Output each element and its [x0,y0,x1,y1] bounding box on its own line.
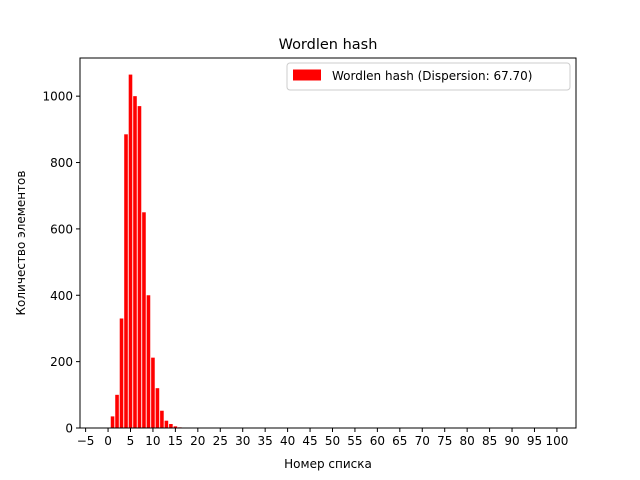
x-tick-label: 90 [504,434,519,448]
x-axis-title: Номер списка [284,457,372,471]
x-tick-label: 30 [235,434,250,448]
y-tick-label: 0 [65,422,73,436]
legend-label: Wordlen hash (Dispersion: 67.70) [332,69,532,83]
plot-frame [79,57,577,429]
x-tick-label: 85 [482,434,497,448]
x-tick-label: 95 [527,434,542,448]
legend-swatch [293,69,321,81]
legend-box [286,62,571,91]
bar [137,106,142,429]
bar [128,74,133,428]
x-tick-label: 55 [347,434,362,448]
x-tick-label: 65 [392,434,407,448]
bar [169,424,173,428]
x-tick-label: 10 [145,434,160,448]
bar [124,134,128,428]
x-tick-label: −5 [77,434,95,448]
x-tick-label: 80 [460,434,475,448]
x-tick-label: 40 [280,434,295,448]
x-tick-label: 50 [325,434,340,448]
x-tick-label: 75 [437,434,452,448]
x-tick-label: 0 [104,434,112,448]
bar [164,420,169,428]
x-ticks-group: −5 0 5 10 15 20 25 30 35 40 45 50 55 60 65 70 75 80 85 90 95… [77,428,568,448]
y-ticks-group: 0 200 400 600 800 1000 [42,90,80,436]
bar [115,394,119,428]
y-tick-label: 200 [50,355,73,369]
y-tick-label: 600 [50,222,73,236]
chart-title: Wordlen hash [279,37,378,53]
bar [173,426,178,428]
bar [142,212,146,428]
x-tick-label: 25 [213,434,228,448]
x-tick-label: 35 [258,434,273,448]
bar [110,416,115,428]
bar [133,96,137,428]
y-tick-label: 800 [50,156,73,170]
x-tick-label: 45 [302,434,317,448]
y-axis-title: Количество элементов [14,171,28,316]
y-tick-label: 1000 [42,90,73,104]
x-tick-label: 20 [190,434,205,448]
x-tick-label: 5 [127,434,135,448]
x-tick-label: 60 [370,434,385,448]
legend: Wordlen hash (Dispersion: 67.70) [286,62,571,91]
x-tick-label: 100 [545,434,568,448]
bars-group [110,74,187,429]
bar [155,388,160,428]
bar [160,410,164,428]
bar [146,295,151,428]
bar [151,357,155,428]
x-tick-label: 70 [415,434,430,448]
x-tick-label: 15 [168,434,183,448]
bar [119,318,124,428]
y-tick-label: 400 [50,289,73,303]
